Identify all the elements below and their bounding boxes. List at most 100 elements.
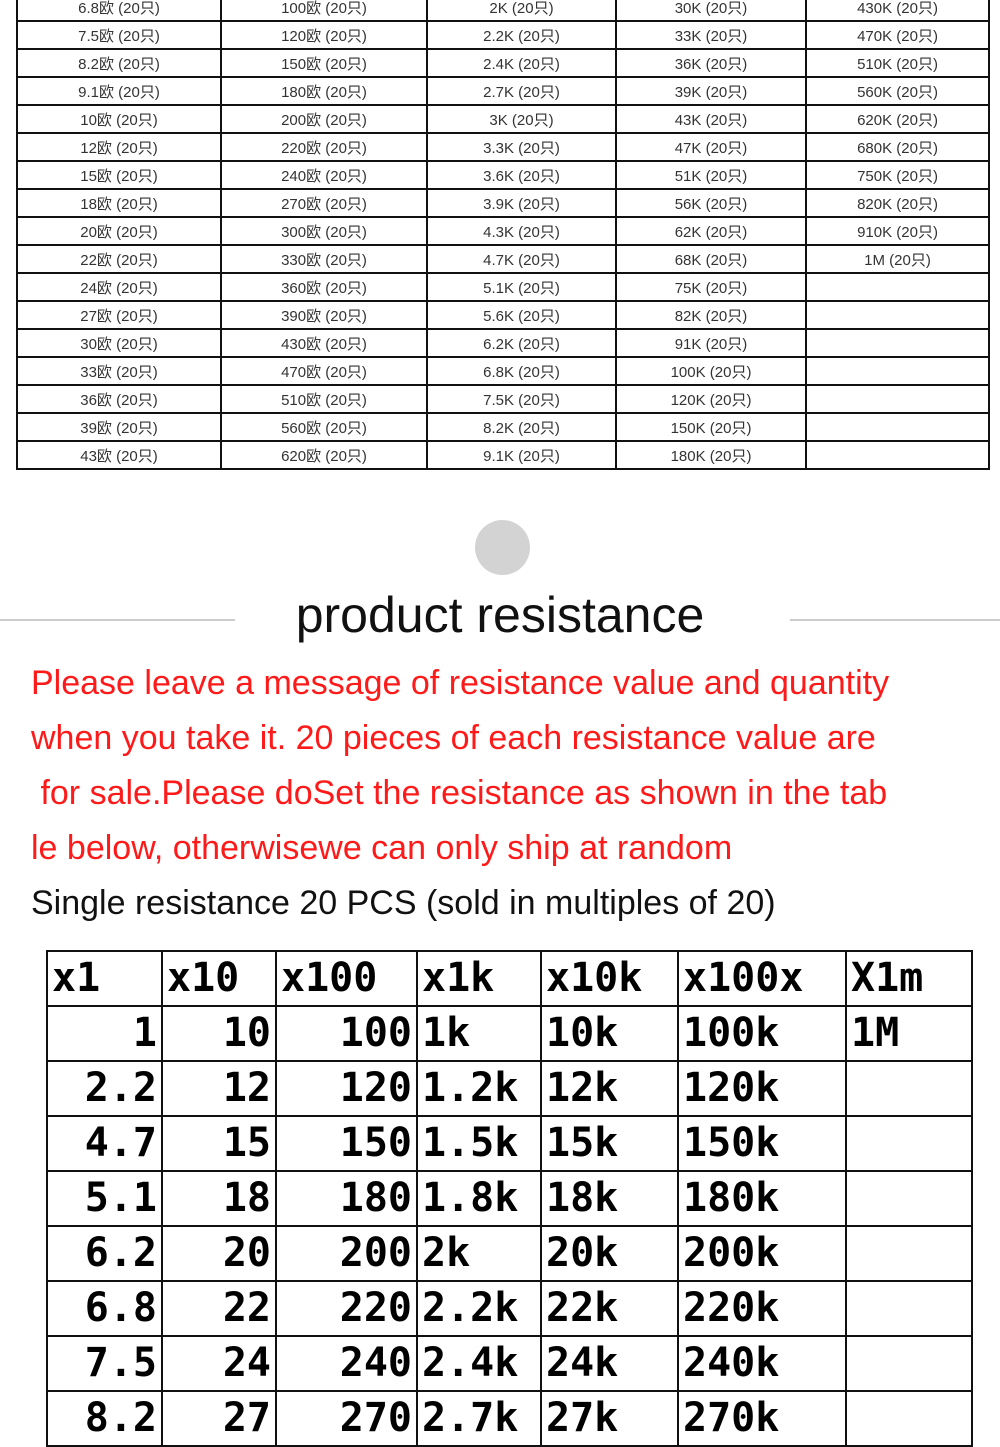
- table-cell: 1M: [845, 1005, 973, 1062]
- table-cell: 3K (20只): [426, 104, 617, 134]
- table-row: 8.2欧 (20只) 150欧 (20只) 2.4K (20只) 36K (20只) 5…: [16, 48, 990, 78]
- table-cell: 56K (20只): [615, 188, 807, 218]
- table-cell: 150欧 (20只): [220, 48, 428, 78]
- table-row: 7.5 24 240 2.4k 24k 240k: [46, 1335, 973, 1392]
- table-cell: 180: [275, 1170, 418, 1227]
- table-row: 15欧 (20只) 240欧 (20只) 3.6K (20只) 51K (20只) 75…: [16, 160, 990, 190]
- table-cell: 510欧 (20只): [220, 384, 428, 414]
- table-cell: [805, 272, 990, 302]
- table-cell: 12k: [540, 1060, 679, 1117]
- table-cell: 12欧 (20只): [16, 132, 222, 162]
- table-cell: 2.7k: [416, 1390, 542, 1447]
- table-cell: 43欧 (20只): [16, 440, 222, 470]
- table-cell: 2.2k: [416, 1280, 542, 1337]
- table-cell: x100: [275, 950, 418, 1007]
- table-cell: 1.2k: [416, 1060, 542, 1117]
- table-cell: x100x: [677, 950, 847, 1007]
- table-cell: 6.8欧 (20只): [16, 0, 222, 22]
- table-cell: 120k: [677, 1060, 847, 1117]
- table-cell: 4.7: [46, 1115, 163, 1172]
- table-cell: 10欧 (20只): [16, 104, 222, 134]
- table-cell: 200: [275, 1225, 418, 1282]
- table-cell: 1k: [416, 1005, 542, 1062]
- table-cell: 24: [161, 1335, 277, 1392]
- table-cell: [845, 1170, 973, 1227]
- subtitle: Single resistance 20 PCS (sold in multip…: [31, 884, 776, 922]
- table-cell: 75K (20只): [615, 272, 807, 302]
- table-row: 5.1 18 180 1.8k 18k 180k: [46, 1170, 973, 1227]
- notice-line: when you take it. 20 pieces of each resi…: [31, 719, 876, 757]
- table-row: 24欧 (20只) 360欧 (20只) 5.1K (20只) 75K (20只): [16, 272, 990, 302]
- table-cell: 27: [161, 1390, 277, 1447]
- table-cell: 27欧 (20只): [16, 300, 222, 330]
- table-cell: 18欧 (20只): [16, 188, 222, 218]
- table-cell: 1: [46, 1005, 163, 1062]
- table-cell: 1.5k: [416, 1115, 542, 1172]
- table-row: 9.1欧 (20只) 180欧 (20只) 2.7K (20只) 39K (20只) 5…: [16, 76, 990, 106]
- table-cell: 10: [161, 1005, 277, 1062]
- gray-dot: [475, 520, 530, 575]
- table-cell: 2.7K (20只): [426, 76, 617, 106]
- table-cell: x1k: [416, 950, 542, 1007]
- table-cell: 560欧 (20只): [220, 412, 428, 442]
- table-row: 1 10 100 1k 10k 100k 1M: [46, 1005, 973, 1062]
- table-cell: 43K (20只): [615, 104, 807, 134]
- table-cell: 220: [275, 1280, 418, 1337]
- notice-line: le below, otherwisewe can only ship at r…: [31, 829, 733, 867]
- table-cell: 2.2K (20只): [426, 20, 617, 50]
- table-cell: X1m: [845, 950, 973, 1007]
- table-cell: 2k: [416, 1225, 542, 1282]
- table-cell: 39欧 (20只): [16, 412, 222, 442]
- table-row: 6.8 22 220 2.2k 22k 220k: [46, 1280, 973, 1337]
- table-row: 33欧 (20只) 470欧 (20只) 6.8K (20只) 100K (20只): [16, 356, 990, 386]
- table-cell: 18: [161, 1170, 277, 1227]
- table-cell: [805, 356, 990, 386]
- multiplier-table: x1 x10 x100 x1k x10k x100x X1m 1 10 100 1k 10k 100k 1…: [46, 950, 973, 1447]
- divider-left: [0, 619, 235, 621]
- table-cell: 2K (20只): [426, 0, 617, 22]
- resistance-price-table: 6.8欧 (20只) 100欧 (20只) 2K (20只) 30K (20只) 430…: [16, 0, 990, 470]
- table-cell: 470欧 (20只): [220, 356, 428, 386]
- table-cell: [805, 440, 990, 470]
- table-cell: 180K (20只): [615, 440, 807, 470]
- table-row: 18欧 (20只) 270欧 (20只) 3.9K (20只) 56K (20只) 82…: [16, 188, 990, 218]
- table-cell: 7.5欧 (20只): [16, 20, 222, 50]
- table-cell: 33K (20只): [615, 20, 807, 50]
- table-cell: 6.8: [46, 1280, 163, 1337]
- table-cell: x1: [46, 950, 163, 1007]
- table-cell: 20k: [540, 1225, 679, 1282]
- table-cell: 4.3K (20只): [426, 216, 617, 246]
- table-cell: 18k: [540, 1170, 679, 1227]
- notice-line: for sale.Please doSet the resistance as …: [31, 774, 888, 812]
- table-cell: [805, 412, 990, 442]
- table-cell: 620K (20只): [805, 104, 990, 134]
- table-cell: 200欧 (20只): [220, 104, 428, 134]
- table-cell: 270欧 (20只): [220, 188, 428, 218]
- table-row: 6.8欧 (20只) 100欧 (20只) 2K (20只) 30K (20只) 430…: [16, 0, 990, 22]
- table-cell: 200k: [677, 1225, 847, 1282]
- table-cell: 6.8K (20只): [426, 356, 617, 386]
- table-row: 20欧 (20只) 300欧 (20只) 4.3K (20只) 62K (20只) 91…: [16, 216, 990, 246]
- table-cell: 27k: [540, 1390, 679, 1447]
- table-cell: 470K (20只): [805, 20, 990, 50]
- table-cell: 2.2: [46, 1060, 163, 1117]
- table-cell: 5.1K (20只): [426, 272, 617, 302]
- table-cell: 7.5K (20只): [426, 384, 617, 414]
- table-row: 43欧 (20只) 620欧 (20只) 9.1K (20只) 180K (20只): [16, 440, 990, 470]
- table-cell: [845, 1060, 973, 1117]
- table-cell: 120欧 (20只): [220, 20, 428, 50]
- table-cell: 22: [161, 1280, 277, 1337]
- table-row: 2.2 12 120 1.2k 12k 120k: [46, 1060, 973, 1117]
- table-cell: 3.3K (20只): [426, 132, 617, 162]
- notice-line: Please leave a message of resistance val…: [31, 664, 890, 702]
- table-cell: 22欧 (20只): [16, 244, 222, 274]
- table-cell: 5.1: [46, 1170, 163, 1227]
- table-row: 30欧 (20只) 430欧 (20只) 6.2K (20只) 91K (20只): [16, 328, 990, 358]
- table-cell: [845, 1390, 973, 1447]
- table-cell: 100欧 (20只): [220, 0, 428, 22]
- table-cell: 30K (20只): [615, 0, 807, 22]
- divider-right: [790, 619, 1000, 621]
- table-cell: 120K (20只): [615, 384, 807, 414]
- table-cell: [805, 300, 990, 330]
- table-cell: 680K (20只): [805, 132, 990, 162]
